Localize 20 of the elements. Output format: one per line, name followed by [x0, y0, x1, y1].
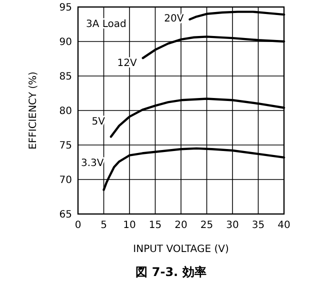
x-tick-label: 40: [278, 220, 290, 231]
y-tick-label: 75: [59, 140, 72, 152]
y-tick-label: 95: [59, 2, 72, 14]
x-tick-label: 35: [252, 220, 265, 231]
y-tick-label: 70: [59, 175, 72, 186]
y-tick-label: 65: [59, 210, 72, 220]
y-tick-label: 85: [59, 72, 72, 82]
y-tick-label: 90: [59, 37, 72, 48]
x-tick-label: 15: [148, 220, 162, 231]
y-tick-label: 80: [59, 106, 72, 117]
y-axis-title: EFFICIENCY (%): [28, 71, 39, 150]
series-label: 3.3V: [81, 158, 104, 169]
x-tick-label: 10: [123, 220, 136, 231]
text: 図 7-3. 効率: [136, 265, 206, 279]
x-tick-label: 25: [200, 220, 214, 231]
x-tick-label: 30: [226, 220, 239, 231]
x-axis-title: INPUT VOLTAGE (V): [133, 244, 229, 255]
x-tick-label: 0: [74, 220, 82, 231]
x-tick-label: 5: [100, 220, 107, 231]
x-tick-label: 20: [174, 220, 188, 231]
